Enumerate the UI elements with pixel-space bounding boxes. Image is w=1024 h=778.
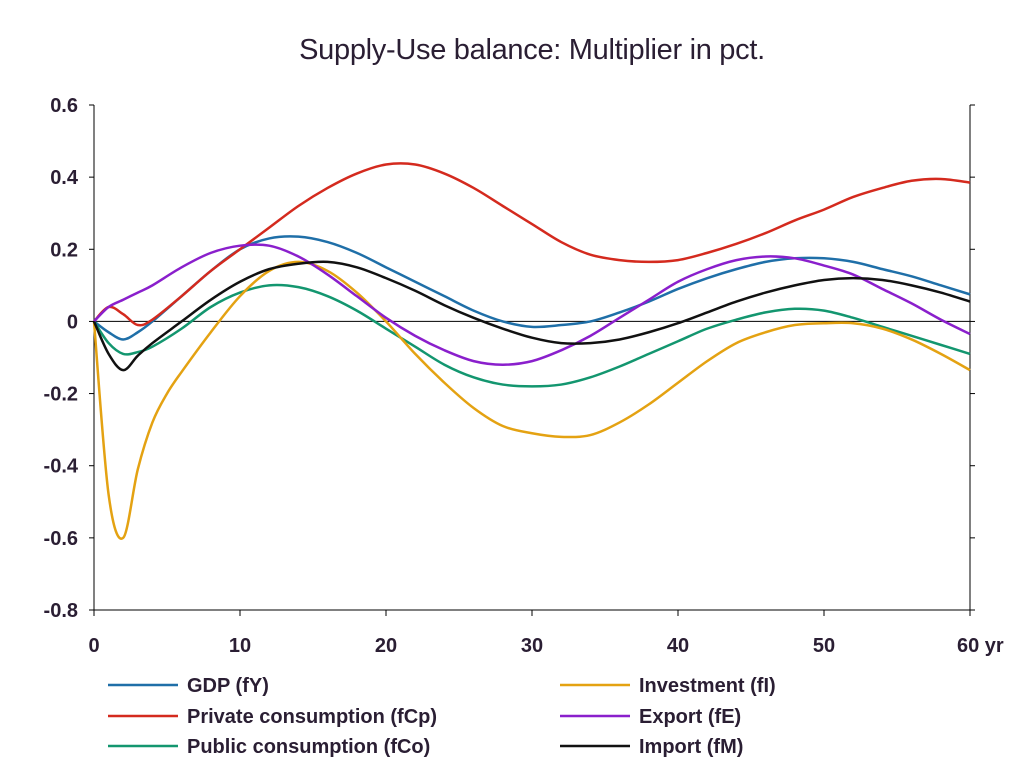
legend-item: Public consumption (fCo): [108, 736, 430, 758]
series-line-export-fe: [93, 243, 971, 366]
y-axis: -0.8 -0.6 -0.4 -0.2 0 0.2 0.4 0.6: [44, 95, 975, 622]
legend-label: GDP (fY): [187, 675, 269, 697]
series-line-investment-fi: [92, 260, 971, 540]
series-line-import-fm: [92, 260, 971, 372]
legend-label: Export (fE): [639, 706, 741, 728]
legend-item: Private consumption (fCp): [108, 706, 437, 728]
series-line-private-consumption-fcp: [93, 162, 971, 327]
y-tick-label: 0: [67, 311, 78, 333]
legend-label: Investment (fI): [639, 675, 776, 697]
legend-item: Investment (fI): [560, 675, 776, 697]
legend-label: Import (fM): [639, 736, 743, 758]
series-line-public-consumption-fco: [92, 283, 971, 388]
chart-title: Supply-Use balance: Multiplier in pct.: [299, 34, 765, 66]
x-tick-label: 10: [229, 635, 251, 657]
y-tick-label: 0.4: [50, 167, 79, 189]
plot-frame: [93, 105, 971, 611]
x-tick-label: 50: [813, 635, 835, 657]
x-tick-label: 40: [667, 635, 689, 657]
y-tick-label: 0.2: [50, 239, 78, 261]
x-tick-label: 0: [88, 635, 99, 657]
y-tick-label: -0.2: [44, 384, 78, 406]
legend-item: Import (fM): [560, 736, 743, 758]
legend-item: GDP (fY): [108, 675, 269, 697]
legend-label: Private consumption (fCp): [187, 706, 437, 728]
y-tick-label: -0.6: [44, 528, 78, 550]
y-tick-label: 0.6: [50, 95, 78, 117]
x-axis: 0 10 20 30 40 50 60 yr: [88, 610, 1004, 657]
x-tick-label: 60 yr: [957, 635, 1004, 657]
legend: GDP (fY) Private consumption (fCp) Public …: [108, 675, 776, 758]
x-tick-label: 20: [375, 635, 397, 657]
series-lines: [92, 162, 971, 540]
y-tick-label: -0.8: [44, 600, 78, 622]
legend-item: Export (fE): [560, 706, 741, 728]
x-tick-label: 30: [521, 635, 543, 657]
y-tick-label: -0.4: [44, 456, 79, 478]
legend-label: Public consumption (fCo): [187, 736, 430, 758]
